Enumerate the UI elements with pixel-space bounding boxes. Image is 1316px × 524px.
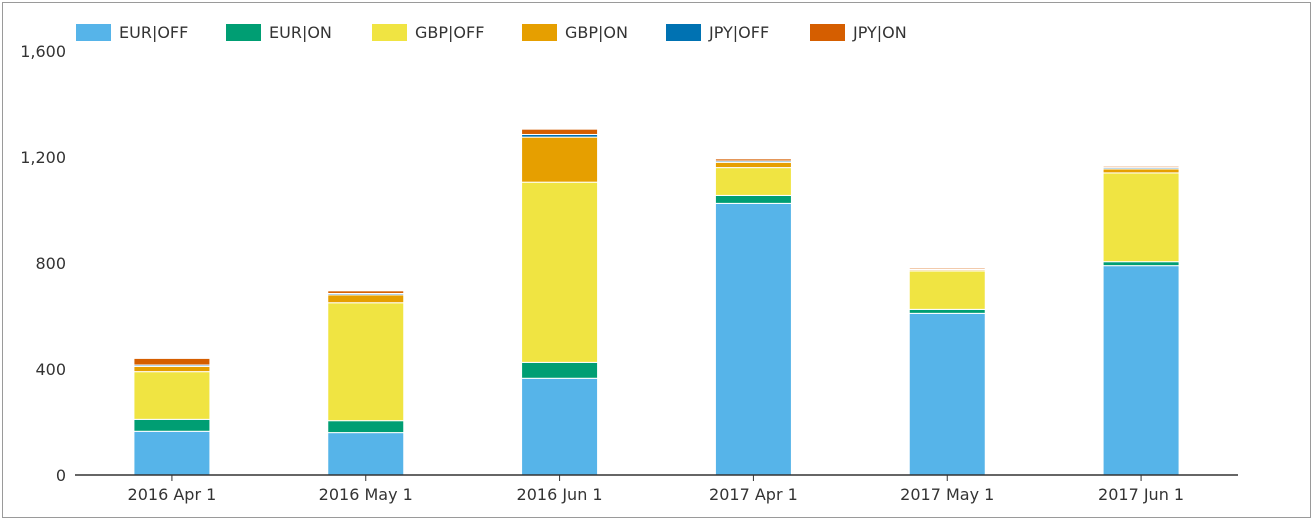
legend-label-eur-off: EUR|OFF	[119, 23, 188, 42]
bar-stack-2016-apr-1	[133, 357, 211, 476]
legend-item-eur-on[interactable]: EUR|ON	[226, 23, 332, 42]
x-tick-label-2016-jun-1: 2016 Jun 1	[517, 485, 603, 504]
bar-2017-jun-1-eur-off[interactable]	[1102, 265, 1180, 476]
y-tick-label-1600: 1,600	[20, 42, 66, 61]
bar-stack-2017-apr-1	[714, 158, 792, 476]
legend-label-jpy-on: JPY|ON	[852, 23, 907, 42]
bar-2016-may-1-eur-off[interactable]	[327, 432, 405, 476]
bar-2016-jun-1-eur-on[interactable]	[521, 361, 599, 379]
y-tick-label-0: 0	[56, 466, 66, 485]
y-tick-label-800: 800	[35, 254, 66, 273]
bar-2016-may-1-gbp-on[interactable]	[327, 294, 405, 304]
bar-2016-may-1-jpy-on[interactable]	[327, 290, 405, 294]
legend-item-eur-off[interactable]: EUR|OFF	[76, 23, 188, 42]
bar-2016-apr-1-gbp-on[interactable]	[133, 365, 211, 373]
legend-item-gbp-off[interactable]: GBP|OFF	[372, 23, 484, 42]
legend-swatch-eur-on	[226, 24, 261, 41]
x-axis: 2016 Apr 1 2016 May 1 2016 Jun 1 2017 Apr 1…	[75, 474, 1238, 504]
legend-swatch-gbp-on	[522, 24, 557, 41]
bar-2016-apr-1-jpy-on[interactable]	[133, 357, 211, 366]
chart-frame	[2, 2, 1311, 518]
legend-swatch-jpy-on	[810, 24, 845, 41]
legend-swatch-gbp-off	[372, 24, 407, 41]
bar-2016-apr-1-eur-on[interactable]	[133, 418, 211, 432]
x-tick-label-2017-may-1: 2017 May 1	[900, 485, 994, 504]
y-tick-label-400: 400	[35, 360, 66, 379]
bar-stack-2016-may-1	[327, 290, 405, 476]
legend-label-gbp-on: GBP|ON	[565, 23, 628, 42]
x-tick-label-2017-apr-1: 2017 Apr 1	[709, 485, 798, 504]
legend-swatch-eur-off	[76, 24, 111, 41]
legend-label-eur-on: EUR|ON	[269, 23, 332, 42]
bar-2016-apr-1-eur-off[interactable]	[133, 430, 211, 476]
bar-2017-may-1-jpy-on[interactable]	[908, 267, 986, 270]
bar-2016-apr-1-gbp-off[interactable]	[133, 371, 211, 420]
bar-2017-may-1-eur-off[interactable]	[908, 312, 986, 476]
x-tick-label-2016-may-1: 2016 May 1	[319, 485, 413, 504]
bar-2017-jun-1-gbp-on[interactable]	[1102, 168, 1180, 174]
legend-label-jpy-off: JPY|OFF	[708, 23, 769, 42]
bar-2016-may-1-gbp-off[interactable]	[327, 302, 405, 422]
bar-2017-may-1-eur-on[interactable]	[908, 308, 986, 314]
x-tick-label-2017-jun-1: 2017 Jun 1	[1098, 485, 1184, 504]
bar-stack-2017-jun-1	[1102, 165, 1180, 476]
bar-2017-apr-1-gbp-on[interactable]	[714, 161, 792, 169]
bars	[133, 128, 1180, 476]
bar-2017-apr-1-jpy-on[interactable]	[714, 158, 792, 162]
y-tick-label-1200: 1,200	[20, 148, 66, 167]
legend-item-gbp-on[interactable]: GBP|ON	[522, 23, 628, 42]
bar-2016-may-1-eur-on[interactable]	[327, 420, 405, 434]
legend: EUR|OFF EUR|ON GBP|OFF GBP|ON JPY|OFF JPY|ON	[76, 23, 907, 42]
bar-2017-jun-1-jpy-on[interactable]	[1102, 165, 1180, 169]
bar-2017-apr-1-eur-off[interactable]	[714, 202, 792, 476]
legend-item-jpy-on[interactable]: JPY|ON	[810, 23, 907, 42]
bar-stack-2017-may-1	[908, 267, 986, 476]
x-tick-label-2016-apr-1: 2016 Apr 1	[128, 485, 217, 504]
bar-2017-jun-1-gbp-off[interactable]	[1102, 172, 1180, 263]
bar-2016-jun-1-gbp-on[interactable]	[521, 136, 599, 183]
legend-item-jpy-off[interactable]: JPY|OFF	[666, 23, 769, 42]
bar-2017-may-1-gbp-off[interactable]	[908, 270, 986, 310]
bar-2016-jun-1-jpy-on[interactable]	[521, 128, 599, 135]
bar-stack-2016-jun-1	[521, 128, 599, 476]
legend-label-gbp-off: GBP|OFF	[415, 23, 484, 42]
bar-2017-jun-1-eur-on[interactable]	[1102, 261, 1180, 267]
legend-swatch-jpy-off	[666, 24, 701, 41]
bar-2017-apr-1-gbp-off[interactable]	[714, 167, 792, 196]
bar-2016-jun-1-gbp-off[interactable]	[521, 181, 599, 363]
bar-2017-apr-1-eur-on[interactable]	[714, 194, 792, 204]
y-axis: 0 400 800 1,200 1,600	[20, 42, 66, 485]
bar-2016-jun-1-eur-off[interactable]	[521, 377, 599, 476]
